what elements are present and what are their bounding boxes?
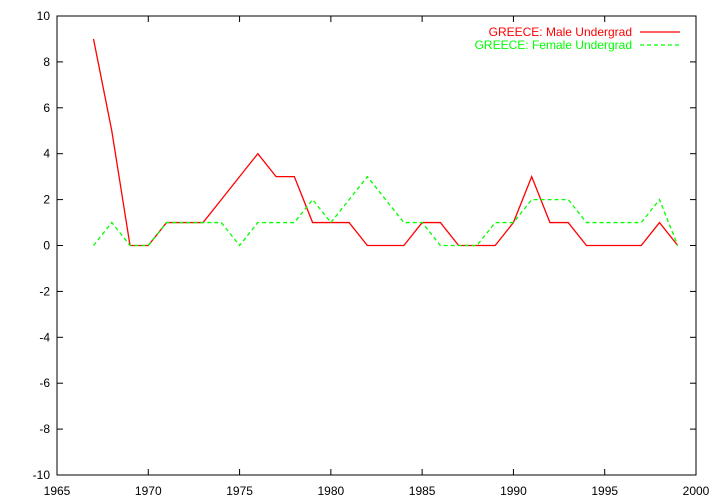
x-tick-label: 1970	[135, 484, 162, 498]
x-tick-label: 2000	[683, 484, 710, 498]
legend-label: GREECE: Female Undergrad	[475, 38, 632, 52]
x-tick-label: 1965	[44, 484, 71, 498]
y-tick-label: 8	[43, 55, 50, 69]
y-tick-label: 4	[43, 147, 50, 161]
x-tick-label: 1975	[226, 484, 253, 498]
x-tick-label: 1995	[591, 484, 618, 498]
y-tick-label: 6	[43, 101, 50, 115]
x-tick-label: 1980	[318, 484, 345, 498]
axis-ticks: 1965 1970 1975 1980 1985 1990 1995 2000 -10 -8 -6 -…	[33, 9, 710, 498]
series-line-female-undergrad	[93, 175, 679, 247]
series-lines	[92, 38, 679, 247]
x-tick-label: 1985	[409, 484, 436, 498]
y-tick-label: -6	[39, 376, 50, 390]
series-line-male-undergrad	[92, 38, 679, 247]
legend-label: GREECE: Male Undergrad	[489, 25, 632, 39]
y-tick-label: 10	[37, 9, 51, 23]
y-tick-label: -10	[33, 468, 51, 482]
y-tick-label: 0	[43, 239, 50, 253]
y-tick-label: 2	[43, 193, 50, 207]
y-tick-label: -8	[39, 422, 50, 436]
y-tick-label: -2	[39, 284, 50, 298]
y-tick-label: -4	[39, 330, 50, 344]
x-tick-label: 1990	[500, 484, 527, 498]
